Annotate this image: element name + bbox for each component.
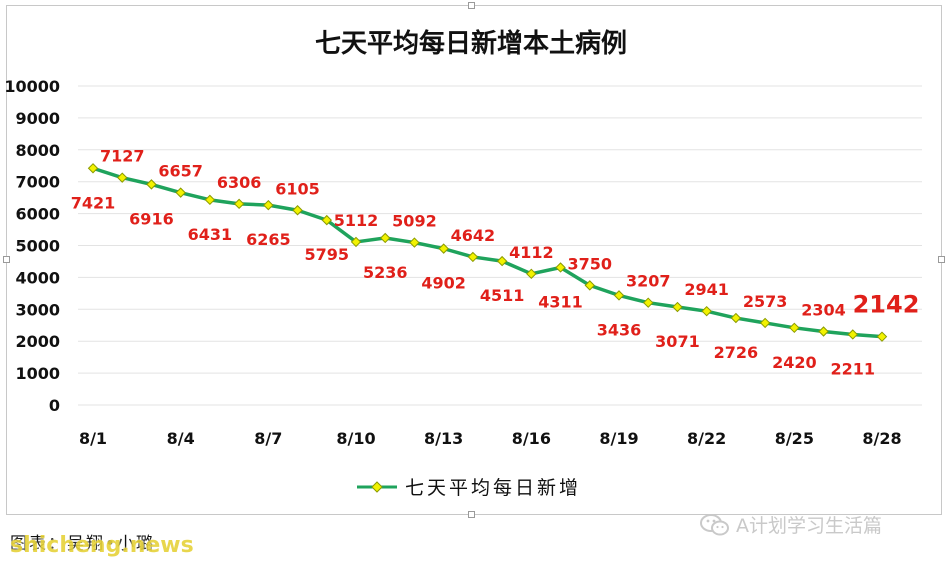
data-point-8 xyxy=(292,205,303,216)
data-label-22: 2941 xyxy=(684,280,729,299)
data-label-1: 7421 xyxy=(71,193,116,212)
site-watermark: shicheng.news xyxy=(10,533,194,558)
data-label-3: 6916 xyxy=(129,209,174,228)
data-point-21 xyxy=(672,301,683,313)
data-point-5 xyxy=(204,194,216,206)
legend: 七天平均每日新增 xyxy=(357,477,581,499)
data-point-28 xyxy=(876,331,888,342)
data-point-12 xyxy=(409,237,420,248)
y-tick-label-0: 0 xyxy=(49,396,60,415)
x-tick-label-8-1: 8/1 xyxy=(79,429,107,448)
data-label-28: 2142 xyxy=(853,291,920,319)
data-label-9: 5795 xyxy=(305,245,350,264)
legend-marker-swatch xyxy=(371,481,383,493)
y-tick-label-9000: 9000 xyxy=(15,109,60,128)
x-tick-label-8-10: 8/10 xyxy=(336,429,375,448)
wechat-icon xyxy=(700,513,729,535)
x-tick-label-8-4: 8/4 xyxy=(167,429,195,448)
data-point-16 xyxy=(526,268,537,280)
data-point-11 xyxy=(380,232,391,244)
data-label-18: 3750 xyxy=(568,254,613,273)
data-point-13 xyxy=(438,243,449,254)
account-label: A计划学习生活篇 xyxy=(700,511,882,538)
data-point-23 xyxy=(730,312,742,324)
resize-handle-top[interactable] xyxy=(468,2,475,9)
data-point-14 xyxy=(467,251,479,263)
series-line xyxy=(92,166,883,339)
data-label-12: 5092 xyxy=(392,212,437,231)
y-tick-label-10000: 10000 xyxy=(4,77,60,96)
data-label-11: 5236 xyxy=(363,263,408,282)
data-label-6: 6306 xyxy=(217,173,262,192)
data-point-9 xyxy=(321,214,332,226)
data-label-19: 3436 xyxy=(597,320,642,339)
y-tick-label-2000: 2000 xyxy=(15,332,60,351)
data-label-2: 7127 xyxy=(100,147,145,166)
data-label-21: 3071 xyxy=(655,332,700,351)
data-point-7 xyxy=(263,199,274,211)
data-label-26: 2304 xyxy=(801,301,846,320)
data-label-5: 6431 xyxy=(188,225,233,244)
data-label-7: 6265 xyxy=(246,230,291,249)
chart-credit: 图表：吴翔•小璐 xyxy=(10,534,156,554)
x-tick-label-8-19: 8/19 xyxy=(599,429,638,448)
data-label-10: 5112 xyxy=(334,211,379,230)
data-point-19 xyxy=(613,290,625,301)
gridlines xyxy=(78,85,922,406)
marker-layer xyxy=(87,163,888,342)
data-label-13: 4902 xyxy=(421,274,466,293)
chart-title: 七天平均每日新增本土病例 xyxy=(315,28,627,59)
data-label-23: 2726 xyxy=(714,343,759,362)
data-label-27: 2211 xyxy=(831,359,876,378)
x-tick-label-8-7: 8/7 xyxy=(254,429,282,448)
data-label-4: 6657 xyxy=(158,162,203,181)
data-label-15: 4511 xyxy=(480,286,525,305)
data-point-25 xyxy=(789,322,800,334)
data-point-1 xyxy=(87,163,99,174)
data-label-layer: 7421 7127 6916 6657 6431 6306 6265 6105 5795 5112… xyxy=(71,147,920,379)
y-tick-label-5000: 5000 xyxy=(15,237,60,256)
resize-handle-bottom[interactable] xyxy=(468,511,475,518)
data-label-14: 4642 xyxy=(451,226,496,245)
data-point-20 xyxy=(643,297,654,308)
y-tick-label-6000: 6000 xyxy=(15,205,60,224)
y-tick-label-7000: 7000 xyxy=(15,173,60,192)
series-line-layer xyxy=(92,166,883,339)
data-label-20: 3207 xyxy=(626,272,671,291)
x-tick-label-8-25: 8/25 xyxy=(775,429,814,448)
data-point-2 xyxy=(117,172,128,183)
data-point-15 xyxy=(496,255,508,267)
data-label-24: 2573 xyxy=(743,292,788,311)
resize-handle-right[interactable] xyxy=(938,256,945,263)
data-label-17: 4311 xyxy=(538,292,583,311)
line-chart: 七天平均每日新增本土病例 0 1000 2000 3000 4000 5000 6000 70… xyxy=(4,28,922,499)
resize-handle-left[interactable] xyxy=(3,256,10,263)
data-point-4 xyxy=(175,187,186,198)
account-name: A计划学习生活篇 xyxy=(736,515,882,537)
data-point-10 xyxy=(350,236,362,248)
data-point-26 xyxy=(818,326,829,337)
data-point-22 xyxy=(701,305,712,317)
data-point-6 xyxy=(233,198,245,210)
y-tick-label-1000: 1000 xyxy=(15,364,60,383)
data-point-17 xyxy=(555,262,566,273)
x-tick-label-8-13: 8/13 xyxy=(424,429,463,448)
legend-series-label: 七天平均每日新增 xyxy=(405,477,581,499)
data-point-24 xyxy=(759,317,771,329)
x-tick-label-8-28: 8/28 xyxy=(862,429,901,448)
data-point-3 xyxy=(146,179,157,190)
data-label-16: 4112 xyxy=(509,243,554,262)
data-point-18 xyxy=(584,280,595,291)
y-tick-label-3000: 3000 xyxy=(15,300,60,319)
x-tick-label-8-16: 8/16 xyxy=(512,429,551,448)
y-axis: 0 1000 2000 3000 4000 5000 6000 7000 8000 9000 100… xyxy=(4,77,60,415)
data-label-8: 6105 xyxy=(275,179,320,198)
x-axis: 8/1 8/4 8/7 8/10 8/13 8/16 8/19 8/22 8/25 8/28 xyxy=(79,429,902,448)
data-point-27 xyxy=(847,329,858,340)
data-label-25: 2420 xyxy=(772,353,817,372)
y-tick-label-8000: 8000 xyxy=(15,141,60,160)
x-tick-label-8-22: 8/22 xyxy=(687,429,726,448)
y-tick-label-4000: 4000 xyxy=(15,268,60,287)
